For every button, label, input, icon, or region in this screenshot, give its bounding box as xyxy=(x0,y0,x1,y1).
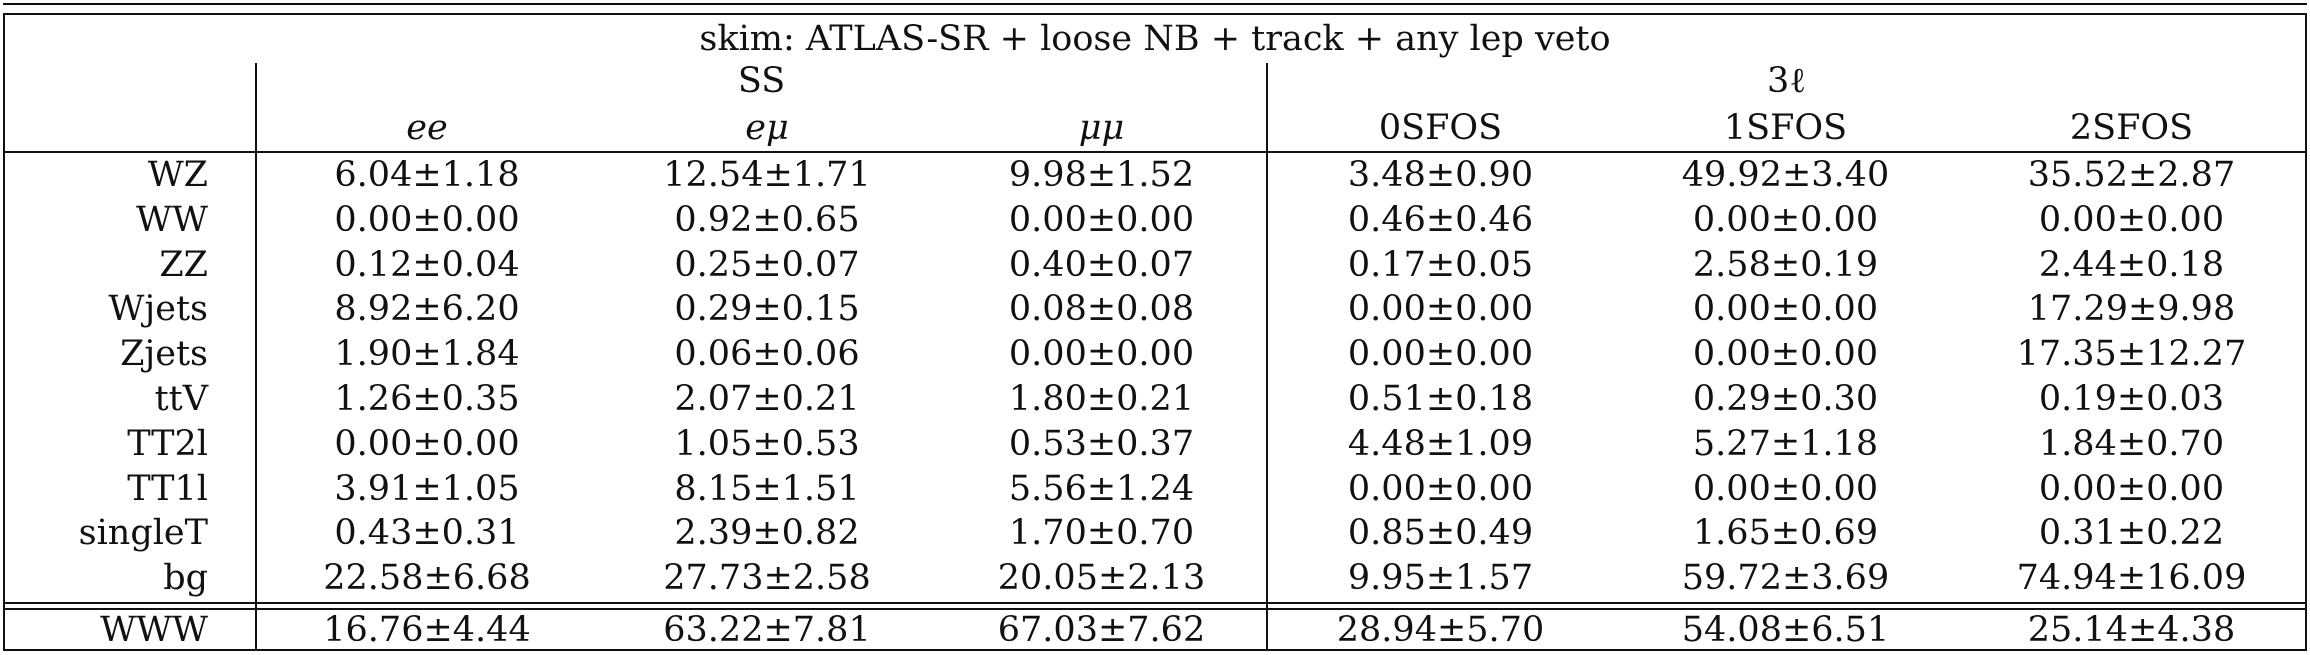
row-label: Zjets xyxy=(120,334,208,374)
group-header-3l: 3ℓ xyxy=(1766,61,1807,101)
table-cell: 74.94±16.09 xyxy=(2016,558,2247,598)
column-header-1sfos: 1SFOS xyxy=(1723,108,1848,148)
yield-table: skim: ATLAS-SR + loose NB + track + any … xyxy=(3,3,2307,652)
table-cell: 25.14±4.38 xyxy=(2027,610,2236,650)
left-border xyxy=(3,13,5,651)
table-cell: 3.48±0.90 xyxy=(1347,155,1534,195)
table-cell: 2.39±0.82 xyxy=(674,513,860,553)
table-cell: 67.03±7.62 xyxy=(997,610,1206,650)
table-cell: 9.95±1.57 xyxy=(1347,558,1534,598)
table-cell: 0.00±0.00 xyxy=(1692,334,1879,374)
table-cell: 2.44±0.18 xyxy=(2038,245,2225,285)
table-cell: 22.58±6.68 xyxy=(323,558,531,598)
table-cell: 9.98±1.52 xyxy=(1008,155,1195,195)
table-cell: 0.29±0.15 xyxy=(674,289,860,329)
table-cell: 0.29±0.30 xyxy=(1692,379,1879,419)
table-cell: 8.92±6.20 xyxy=(334,289,520,329)
table-cell: 8.15±1.51 xyxy=(674,469,860,509)
table-cell: 0.00±0.00 xyxy=(1008,334,1195,374)
table-cell: 1.05±0.53 xyxy=(674,424,860,464)
column-header-0sfos: 0SFOS xyxy=(1378,108,1503,148)
table-cell: 1.65±0.69 xyxy=(1692,513,1879,553)
table-cell: 16.76±4.44 xyxy=(323,610,531,650)
table-cell: 0.00±0.00 xyxy=(1008,200,1195,240)
table-cell: 54.08±6.51 xyxy=(1681,610,1890,650)
table-cell: 2.07±0.21 xyxy=(674,379,860,419)
group-divider xyxy=(1266,63,1268,651)
table-cell: 0.00±0.00 xyxy=(1347,289,1534,329)
table-cell: 1.26±0.35 xyxy=(334,379,520,419)
column-header-emu: eμ xyxy=(745,108,789,148)
row-label: WZ xyxy=(147,155,208,195)
row-label: TT1l xyxy=(127,469,208,509)
table-cell: 2.58±0.19 xyxy=(1692,245,1879,285)
table-cell: 1.70±0.70 xyxy=(1008,513,1195,553)
table-cell: 1.84±0.70 xyxy=(2038,424,2225,464)
table-cell: 0.51±0.18 xyxy=(1347,379,1534,419)
row-label: bg xyxy=(163,558,208,598)
table-cell: 0.00±0.00 xyxy=(1692,200,1879,240)
table-cell: 0.19±0.03 xyxy=(2038,379,2225,419)
table-cell: 0.00±0.00 xyxy=(1347,469,1534,509)
table-cell: 0.06±0.06 xyxy=(674,334,860,374)
table-cell: 0.00±0.00 xyxy=(1692,469,1879,509)
table-cell: 0.85±0.49 xyxy=(1347,513,1534,553)
group-header-ss: SS xyxy=(737,61,786,101)
table-cell: 3.91±1.05 xyxy=(334,469,520,509)
table-cell: 0.43±0.31 xyxy=(334,513,520,553)
table-cell: 28.94±5.70 xyxy=(1336,610,1545,650)
table-cell: 49.92±3.40 xyxy=(1681,155,1890,195)
skim-title: skim: ATLAS-SR + loose NB + track + any … xyxy=(699,19,1611,59)
header-rule xyxy=(3,151,2307,153)
table-cell: 0.25±0.07 xyxy=(674,245,860,285)
table-cell: 27.73±2.58 xyxy=(663,558,871,598)
table-cell: 35.52±2.87 xyxy=(2027,155,2236,195)
row-label: ZZ xyxy=(159,245,208,285)
top-rule-inner xyxy=(3,13,2307,15)
table-cell: 17.29±9.98 xyxy=(2027,289,2236,329)
table-cell: 20.05±2.13 xyxy=(997,558,1206,598)
table-cell: 1.80±0.21 xyxy=(1008,379,1195,419)
table-cell: 0.08±0.08 xyxy=(1008,289,1195,329)
table-cell: 0.00±0.00 xyxy=(2038,200,2225,240)
row-label: TT2l xyxy=(127,424,208,464)
row-label: ttV xyxy=(154,379,208,419)
table-cell: 0.00±0.00 xyxy=(334,200,520,240)
table-cell: 0.00±0.00 xyxy=(2038,469,2225,509)
table-cell: 0.92±0.65 xyxy=(674,200,860,240)
column-header-ee: ee xyxy=(406,108,448,148)
table-cell: 0.31±0.22 xyxy=(2038,513,2225,553)
table-cell: 17.35±12.27 xyxy=(2016,334,2247,374)
column-header-2sfos: 2SFOS xyxy=(2069,108,2194,148)
table-cell: 12.54±1.71 xyxy=(663,155,871,195)
row-label: Wjets xyxy=(108,289,208,329)
signal-rule-lower xyxy=(3,608,2307,610)
table-cell: 4.48±1.09 xyxy=(1347,424,1534,464)
right-border xyxy=(2305,13,2307,651)
table-cell: 0.00±0.00 xyxy=(1347,334,1534,374)
table-cell: 63.22±7.81 xyxy=(663,610,871,650)
label-column-divider xyxy=(255,63,257,651)
row-label: singleT xyxy=(78,513,208,553)
table-cell: 59.72±3.69 xyxy=(1681,558,1890,598)
table-cell: 0.17±0.05 xyxy=(1347,245,1534,285)
row-label: WW xyxy=(136,200,208,240)
table-cell: 0.00±0.00 xyxy=(334,424,520,464)
table-cell: 0.12±0.04 xyxy=(334,245,520,285)
row-label: WWW xyxy=(100,610,208,650)
table-cell: 0.40±0.07 xyxy=(1008,245,1195,285)
table-cell: 6.04±1.18 xyxy=(334,155,520,195)
table-cell: 5.27±1.18 xyxy=(1692,424,1879,464)
top-rule-outer xyxy=(3,3,2307,5)
table-cell: 5.56±1.24 xyxy=(1008,469,1195,509)
table-cell: 1.90±1.84 xyxy=(334,334,520,374)
table-cell: 0.46±0.46 xyxy=(1347,200,1534,240)
column-header-mumu: μμ xyxy=(1078,108,1125,148)
table-cell: 0.00±0.00 xyxy=(1692,289,1879,329)
signal-rule-upper xyxy=(3,602,2307,604)
table-cell: 0.53±0.37 xyxy=(1008,424,1195,464)
bottom-rule xyxy=(3,649,2307,651)
